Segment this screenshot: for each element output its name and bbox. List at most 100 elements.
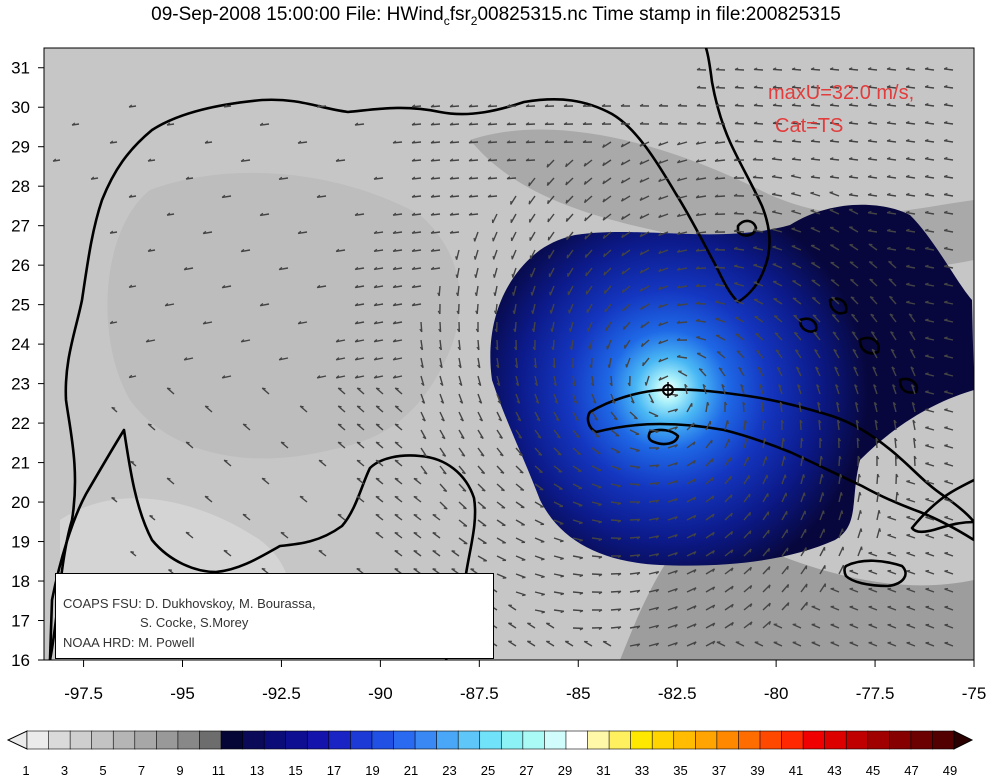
wind-arrow-head <box>202 321 207 325</box>
wind-arrow <box>829 209 840 215</box>
wind-arrow <box>317 375 327 379</box>
wind-arrow <box>534 609 545 613</box>
wind-arrow-head <box>693 460 696 464</box>
wind-arrow <box>260 213 270 217</box>
wind-arrow <box>515 591 526 596</box>
wind-arrow-head <box>128 194 133 198</box>
wind-arrow <box>834 366 840 377</box>
wind-arrow <box>568 303 574 314</box>
wind-arrow-head <box>375 441 380 444</box>
wind-arrow-head <box>639 143 643 147</box>
wind-arrow-head <box>676 141 681 146</box>
wind-arrow-head <box>521 576 526 579</box>
wind-arrow-head <box>674 516 678 520</box>
colorbar-swatch <box>242 730 265 750</box>
wind-arrow <box>166 387 175 395</box>
wind-arrow <box>705 604 716 611</box>
colorbar-swatch <box>91 730 114 750</box>
wind-arrow-head <box>906 480 910 482</box>
wind-arrow-head <box>693 551 697 555</box>
wind-arrow <box>912 420 916 431</box>
wind-arrow-head <box>506 140 511 144</box>
wind-arrow-head <box>772 121 777 124</box>
wind-arrow <box>392 249 403 253</box>
wind-arrow-head <box>411 194 416 198</box>
wind-arrow <box>876 473 879 485</box>
wind-arrow <box>853 366 859 377</box>
wind-arrow <box>677 303 688 307</box>
wind-arrow-head <box>829 139 834 142</box>
colorbar-swatch <box>587 730 610 750</box>
wind-arrow <box>515 465 524 474</box>
wind-arrow <box>496 537 507 544</box>
wind-arrow-head <box>695 266 700 270</box>
wind-arrow-head <box>695 177 700 181</box>
wind-arrow-head <box>394 441 399 444</box>
wind-arrow <box>393 375 403 379</box>
wind-arrow <box>913 455 916 467</box>
wind-arrow <box>906 534 916 539</box>
wind-arrow <box>534 393 540 404</box>
wind-arrow <box>849 261 859 269</box>
wind-arrow <box>393 357 403 361</box>
wind-arrow-head <box>636 589 641 594</box>
wind-arrow-head <box>771 157 776 160</box>
wind-arrow <box>413 532 422 539</box>
wind-arrow <box>905 140 916 143</box>
wind-arrow <box>203 231 213 235</box>
wind-arrow-head <box>499 453 504 457</box>
wind-arrow-head <box>753 121 758 124</box>
wind-arrow-head <box>513 346 517 351</box>
wind-arrow <box>553 447 562 456</box>
colorbar-swatch <box>48 730 71 750</box>
wind-arrow-head <box>810 157 815 160</box>
wind-arrow <box>686 641 697 647</box>
wind-arrow-head <box>925 515 930 518</box>
wind-arrow <box>677 231 688 236</box>
wind-arrow-head <box>715 317 720 320</box>
wind-arrow <box>458 483 467 492</box>
wind-arrow-head <box>810 139 815 142</box>
wind-arrow <box>439 393 445 404</box>
wind-arrow-head <box>560 558 564 560</box>
wind-arrow <box>705 622 716 629</box>
wind-arrow-head <box>525 122 530 126</box>
wind-arrow-head <box>925 354 929 357</box>
wind-arrow-head <box>802 455 805 460</box>
wind-arrow <box>468 177 479 180</box>
wind-arrow <box>888 260 897 269</box>
wind-arrow-head <box>186 441 190 444</box>
wind-arrow <box>412 303 422 307</box>
wind-arrow-head <box>475 328 479 333</box>
wind-arrow <box>810 140 821 143</box>
wind-arrow <box>800 565 808 575</box>
wind-arrow-head <box>411 122 416 126</box>
wind-arrow-head <box>924 228 929 232</box>
wind-arrow <box>735 333 745 341</box>
wind-arrow-head <box>423 472 428 475</box>
wind-arrow-head <box>603 253 606 257</box>
wind-arrow-head <box>831 296 836 299</box>
wind-arrow <box>375 405 384 413</box>
wind-arrow-head <box>774 315 778 317</box>
wind-arrow-head <box>584 235 587 240</box>
wind-arrow <box>355 303 365 307</box>
wind-arrow-head <box>563 140 568 143</box>
wind-arrow <box>477 447 485 457</box>
wind-arrow <box>832 331 840 341</box>
wind-arrow-head <box>565 199 568 204</box>
wind-arrow <box>851 313 859 323</box>
wind-arrow <box>925 337 935 341</box>
wind-arrow <box>528 213 536 223</box>
wind-arrow-head <box>886 210 891 214</box>
wind-arrow-head <box>602 180 605 185</box>
wind-arrow-head <box>840 492 843 496</box>
wind-arrow-head <box>278 266 283 271</box>
colorbar-swatch <box>845 730 869 750</box>
wind-arrow <box>886 211 897 215</box>
colorbar: 1 3 5 7 9 11 13 15 17 19 21 23 25 27 29 31 33 35 37 39 41 43 4… <box>6 730 974 778</box>
wind-arrow-head <box>376 423 380 426</box>
wind-arrow <box>738 367 745 377</box>
wind-arrow <box>658 231 669 237</box>
wind-arrow <box>677 370 688 377</box>
